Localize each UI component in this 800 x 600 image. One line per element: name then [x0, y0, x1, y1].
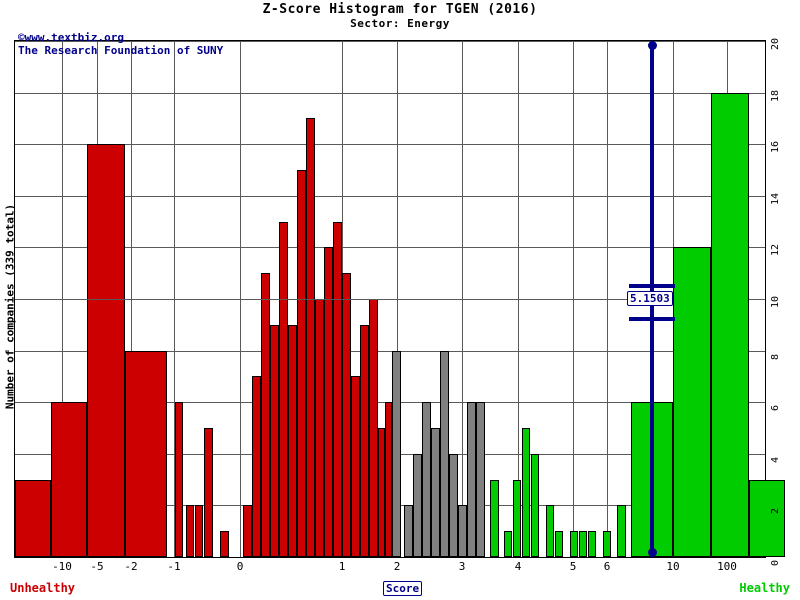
x-tick-label: 10	[666, 560, 680, 573]
y-tick-label: 6	[770, 405, 781, 412]
marker-endpoint-dot	[648, 41, 657, 50]
x-tick-label: 4	[514, 560, 522, 573]
histogram-bar	[431, 428, 440, 557]
histogram-bar	[186, 505, 194, 557]
histogram-bar	[449, 453, 458, 557]
histogram-bar	[351, 376, 360, 557]
score-axis-label: Score	[383, 581, 423, 596]
histogram-bar	[369, 299, 378, 557]
histogram-bar	[711, 92, 749, 557]
histogram-bar	[546, 505, 554, 557]
histogram-bar	[673, 247, 711, 557]
y-tick-label: 16	[770, 141, 781, 154]
healthy-label: Healthy	[739, 581, 790, 595]
histogram-bar	[125, 350, 167, 557]
x-tick-label: 0	[236, 560, 244, 573]
chart-subtitle: Sector: Energy	[350, 17, 450, 30]
histogram-bar	[531, 453, 539, 557]
histogram-bar	[270, 324, 279, 557]
marker-leader-line	[15, 299, 629, 300]
histogram-bar	[220, 531, 229, 557]
histogram-bar	[490, 479, 499, 557]
h-gridline	[15, 41, 765, 42]
y-tick-label: 10	[770, 295, 781, 308]
y-tick-label: 0	[770, 559, 781, 566]
histogram-bar	[504, 531, 512, 557]
histogram-bar	[51, 402, 87, 557]
histogram-bar	[306, 118, 315, 557]
x-tick-label: -2	[124, 560, 138, 573]
histogram-bar	[279, 221, 288, 557]
y-tick-label: 18	[770, 89, 781, 102]
histogram-bar	[422, 402, 431, 557]
histogram-bar	[378, 428, 385, 557]
histogram-bar	[360, 324, 369, 557]
page-title: Z-Score Histogram for TGEN (2016)	[262, 2, 538, 17]
histogram-bar	[570, 531, 578, 557]
x-tick-label: 100	[717, 560, 737, 573]
histogram-bar	[204, 428, 213, 557]
marker-endpoint-dot	[648, 548, 657, 557]
x-tick-label: 2	[393, 560, 401, 573]
h-gridline	[15, 195, 765, 197]
histogram-bar	[195, 505, 203, 557]
histogram-bar	[315, 299, 324, 557]
histogram-bar	[342, 273, 351, 557]
histogram-bar	[522, 428, 530, 557]
histogram-bar	[175, 402, 183, 557]
histogram-bar	[87, 144, 125, 557]
h-gridline	[15, 92, 765, 94]
x-tick-label: 6	[603, 560, 611, 573]
marker-bracket	[629, 317, 675, 322]
histogram-bar	[579, 531, 587, 557]
histogram-bar	[243, 505, 252, 557]
histogram-bar	[261, 273, 270, 557]
histogram-bar	[555, 531, 563, 557]
histogram-bar	[467, 402, 476, 557]
h-gridline	[15, 247, 765, 249]
y-tick-label: 14	[770, 192, 781, 205]
x-tick-label: 5	[569, 560, 577, 573]
histogram-bar	[617, 505, 626, 557]
histogram-bar	[404, 505, 413, 557]
histogram-bar	[413, 453, 422, 557]
h-gridline	[15, 350, 765, 352]
marker-bracket	[629, 283, 675, 288]
h-gridline	[15, 144, 765, 146]
histogram-bar	[513, 479, 521, 557]
unhealthy-label: Unhealthy	[10, 581, 76, 595]
y-axis-label: Number of companies (339 total)	[3, 203, 17, 410]
x-tick-label: -5	[90, 560, 104, 573]
marker-value-label: 5.1503	[627, 291, 673, 306]
histogram-bar	[385, 402, 392, 557]
histogram-bar	[458, 505, 467, 557]
histogram-bar	[588, 531, 596, 557]
y-tick-label: 8	[770, 353, 781, 360]
histogram-bar	[297, 170, 306, 557]
x-tick-label: -10	[52, 560, 72, 573]
y-tick-label: 4	[770, 456, 781, 463]
y-tick-label: 2	[770, 508, 781, 515]
plot-area: 5.1503	[14, 40, 785, 558]
histogram-bar	[440, 350, 449, 557]
histogram-bar	[392, 350, 401, 557]
histogram-bar	[324, 247, 333, 557]
x-tick-label: -1	[167, 560, 181, 573]
y-tick-label: 20	[770, 37, 781, 50]
watermark-credit: ©www.textbiz.org The Research Foundation…	[18, 31, 224, 57]
histogram-bar	[476, 402, 485, 557]
histogram-bar	[749, 479, 785, 557]
histogram-bar	[252, 376, 261, 557]
x-tick-label: 3	[458, 560, 466, 573]
histogram-bar	[603, 531, 611, 557]
histogram-bar	[15, 479, 51, 557]
x-tick-label: 1	[338, 560, 346, 573]
histogram-bar	[288, 324, 297, 557]
histogram-bar	[333, 221, 342, 557]
y-tick-label: 12	[770, 244, 781, 257]
